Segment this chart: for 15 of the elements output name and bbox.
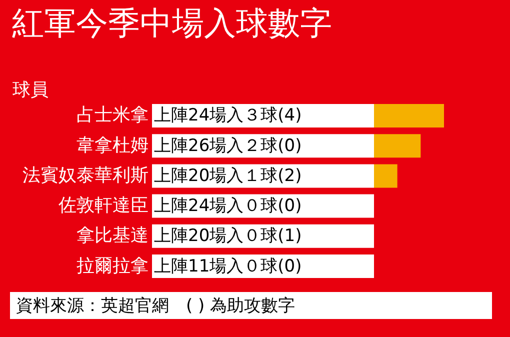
y-axis-title: 球員 bbox=[12, 80, 48, 100]
data-label: 上陣20場入０球(1) bbox=[154, 226, 302, 246]
y-tick-label: 韋拿杜姆 bbox=[76, 134, 148, 156]
source-note: 資料來源：英超官網 ( ) 為助攻數字 bbox=[16, 295, 296, 317]
data-label: 上陣11場入０球(0) bbox=[154, 256, 302, 276]
data-label: 上陣20場入１球(2) bbox=[154, 166, 302, 186]
data-label: 上陣26場入２球(0) bbox=[154, 136, 302, 156]
data-label: 上陣24場入０球(0) bbox=[154, 196, 302, 216]
y-tick-label: 拿比基達 bbox=[76, 225, 148, 246]
chart-title: 紅軍今季中場入球數字 bbox=[12, 4, 332, 42]
y-tick-label: 拉爾拉拿 bbox=[76, 255, 148, 276]
y-tick-label: 佐敦軒達臣 bbox=[58, 195, 148, 216]
y-tick-label: 法賓奴泰華利斯 bbox=[22, 164, 148, 186]
data-label: 上陣24場入３球(4) bbox=[154, 106, 302, 126]
y-tick-label: 占士米拿 bbox=[76, 104, 148, 126]
